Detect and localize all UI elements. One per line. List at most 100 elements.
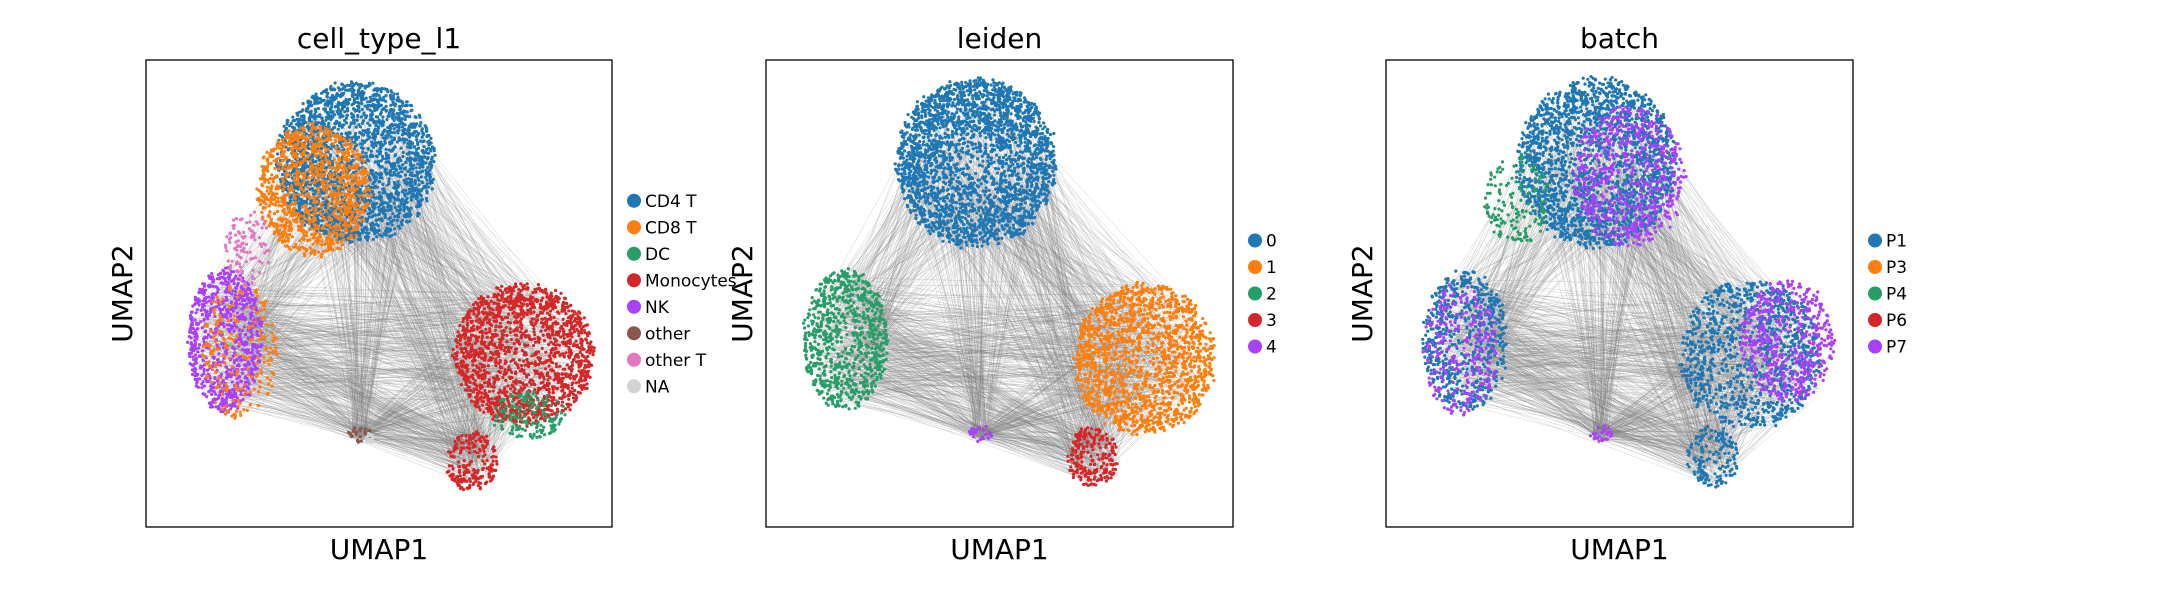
scatter-point (252, 210, 256, 214)
scatter-point (368, 123, 372, 127)
scatter-point (332, 88, 336, 92)
scatter-point (342, 165, 346, 169)
scatter-point (331, 134, 335, 138)
scatter-point (408, 211, 412, 216)
scatter-point (370, 215, 374, 219)
scatter-point (354, 157, 358, 161)
scatter-point (396, 98, 400, 102)
scatter-point (393, 104, 397, 108)
scatter-point (349, 112, 354, 116)
scatter-point (234, 383, 238, 387)
scatter-point (328, 86, 333, 90)
scatter-point (395, 214, 399, 218)
scatter-point (364, 151, 368, 155)
scatter-point (251, 268, 255, 272)
scatter-point (311, 206, 315, 210)
scatter-point (313, 117, 317, 121)
scatter-point (360, 83, 364, 87)
scatter-point (315, 179, 320, 183)
scatter-point (319, 243, 324, 247)
scatter-point (284, 157, 288, 161)
scatter-point (238, 265, 242, 269)
scatter-point (552, 315, 556, 320)
scatter-point (273, 346, 278, 350)
scatter-point (360, 107, 364, 112)
scatter-point (325, 95, 329, 99)
scatter-point (272, 232, 276, 236)
scatter-point (432, 160, 436, 164)
scatter-point (405, 192, 410, 196)
scatter-point (293, 186, 297, 190)
scatter-point (330, 97, 335, 101)
scatter-point (260, 199, 264, 203)
scatter-point (337, 123, 342, 127)
scatter-point (205, 395, 209, 399)
scatter-point (257, 322, 261, 326)
scatter-point (242, 325, 246, 329)
scatter-point (201, 359, 206, 363)
scatter-point (404, 114, 408, 119)
scatter-point (586, 360, 590, 364)
scatter-point (230, 365, 234, 369)
scatter-point (249, 257, 253, 261)
scatter-point (239, 256, 243, 260)
scatter-point (307, 104, 311, 108)
scatter-point (205, 362, 209, 366)
scatter-point (356, 163, 360, 167)
scatter-point (380, 144, 384, 148)
scatter-point (238, 332, 242, 336)
scatter-point (298, 131, 302, 135)
scatter-point (243, 315, 247, 319)
scatter-point (224, 295, 228, 299)
scatter-point (293, 154, 297, 158)
scatter-point (324, 200, 328, 204)
scatter-point (197, 291, 201, 295)
scatter-point (419, 175, 423, 179)
scatter-point (375, 149, 379, 153)
scatter-point (235, 369, 239, 373)
scatter-point (282, 201, 286, 205)
scatter-point (197, 303, 201, 307)
scatter-point (337, 102, 341, 107)
scatter-point (386, 131, 390, 135)
scatter-point (258, 379, 262, 383)
scatter-point (413, 189, 417, 193)
scatter-point (320, 116, 324, 120)
scatter-point (223, 412, 228, 416)
scatter-point (498, 370, 502, 374)
scatter-point (224, 386, 228, 390)
scatter-point (408, 103, 412, 107)
scatter-point (319, 235, 323, 239)
scatter-point (316, 216, 320, 220)
scatter-point (280, 138, 284, 142)
scatter-point (592, 349, 596, 353)
scatter-point (335, 199, 339, 203)
scatter-point (301, 150, 306, 154)
scatter-point (316, 239, 320, 243)
scatter-point (394, 191, 398, 195)
scatter-point (214, 392, 218, 396)
scatter-point (280, 159, 285, 163)
scatter-point (389, 204, 393, 209)
scatter-point (336, 209, 340, 214)
scatter-point (394, 173, 398, 177)
scatter-point (317, 158, 321, 162)
scatter-point (372, 226, 376, 231)
scatter-point (403, 181, 407, 185)
scatter-point (363, 225, 367, 229)
scatter-point (287, 140, 291, 144)
scatter-point (413, 182, 417, 186)
scatter-point (210, 392, 214, 396)
scatter-point (328, 233, 332, 237)
scatter-point (334, 138, 338, 142)
scatter-point (261, 301, 265, 305)
scatter-point (267, 181, 271, 185)
scatter-point (285, 171, 289, 175)
scatter-point (400, 198, 404, 203)
scatter-point (245, 380, 249, 384)
scatter-point (336, 194, 340, 198)
scatter-point (335, 207, 339, 211)
scatter-point (379, 140, 383, 144)
scatter-point (207, 344, 211, 348)
scatter-point (195, 380, 199, 384)
